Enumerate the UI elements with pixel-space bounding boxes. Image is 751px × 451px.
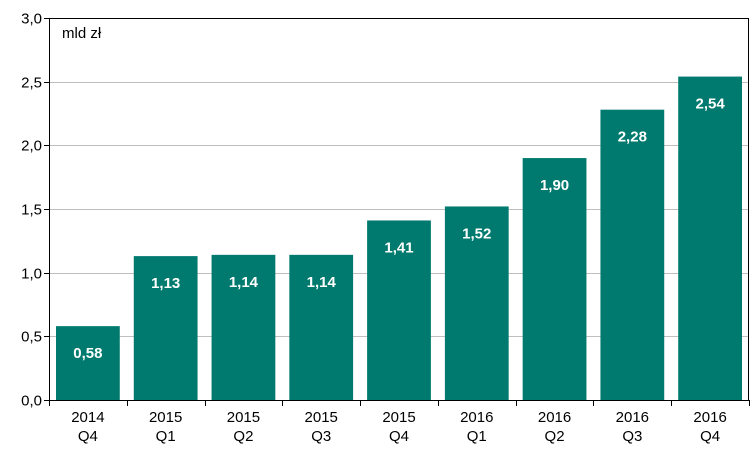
x-tick-label: 2016 bbox=[538, 409, 571, 426]
bar bbox=[522, 158, 587, 400]
y-tick-label: 0,0 bbox=[21, 393, 42, 410]
x-tick-label: Q3 bbox=[622, 428, 642, 445]
x-tick-label: 2015 bbox=[305, 409, 338, 426]
bar bbox=[289, 254, 354, 400]
y-tick-label: 1,5 bbox=[21, 202, 42, 219]
data-label: 1,14 bbox=[229, 274, 259, 291]
data-label: 1,52 bbox=[462, 225, 491, 242]
x-tick-label: Q2 bbox=[233, 428, 253, 445]
data-label: 1,41 bbox=[384, 239, 413, 256]
x-tick-label: 2016 bbox=[616, 409, 649, 426]
x-tick-label: Q4 bbox=[389, 428, 409, 445]
data-label: 2,28 bbox=[618, 129, 647, 146]
bar bbox=[367, 220, 431, 400]
x-axis-labels: 2014 Q4 2015 Q1 2015 Q2 2015 Q3 2015 Q4 2016 Q1 2016… bbox=[49, 400, 750, 445]
x-tick-label: Q1 bbox=[467, 428, 487, 445]
y-tick-label: 2,0 bbox=[21, 138, 42, 155]
bar bbox=[444, 206, 509, 400]
y-tick-label: 1,0 bbox=[21, 266, 42, 283]
x-tick-label: 2015 bbox=[382, 409, 415, 426]
x-tick-label: 2015 bbox=[149, 409, 182, 426]
bar bbox=[678, 76, 742, 400]
x-tick-label: Q4 bbox=[700, 428, 720, 445]
x-tick-label: Q3 bbox=[311, 428, 331, 445]
plot-frame bbox=[49, 18, 749, 401]
x-tick-label: Q1 bbox=[156, 428, 176, 445]
y-axis-ticks: 0,0 0,5 1,0 1,5 2,0 2,5 3,0 bbox=[21, 11, 49, 410]
x-tick-label: 2015 bbox=[227, 409, 260, 426]
unit-label: mld zł bbox=[62, 25, 102, 42]
x-tick-label: 2016 bbox=[460, 409, 493, 426]
bar bbox=[600, 109, 665, 401]
bar bbox=[56, 326, 120, 400]
data-label: 2,54 bbox=[696, 96, 726, 113]
x-tick-label: Q2 bbox=[545, 428, 565, 445]
bars bbox=[56, 76, 742, 401]
data-label: 1,13 bbox=[151, 275, 180, 292]
bar bbox=[211, 254, 276, 400]
x-tick-label: 2016 bbox=[693, 409, 726, 426]
x-tick-label: Q4 bbox=[78, 428, 98, 445]
y-tick-label: 2,5 bbox=[21, 75, 42, 92]
plot-border bbox=[49, 18, 749, 401]
data-labels: 0,58 1,13 1,14 1,14 1,41 1,52 1,90 2,28 2,54 bbox=[73, 96, 725, 363]
data-label: 1,14 bbox=[307, 274, 337, 291]
data-label: 0,58 bbox=[73, 345, 102, 362]
x-tick-label: 2014 bbox=[71, 409, 104, 426]
data-label: 1,90 bbox=[540, 177, 569, 194]
y-tick-label: 0,5 bbox=[21, 329, 42, 346]
y-tick-label: 3,0 bbox=[21, 11, 42, 28]
bar bbox=[133, 256, 198, 400]
